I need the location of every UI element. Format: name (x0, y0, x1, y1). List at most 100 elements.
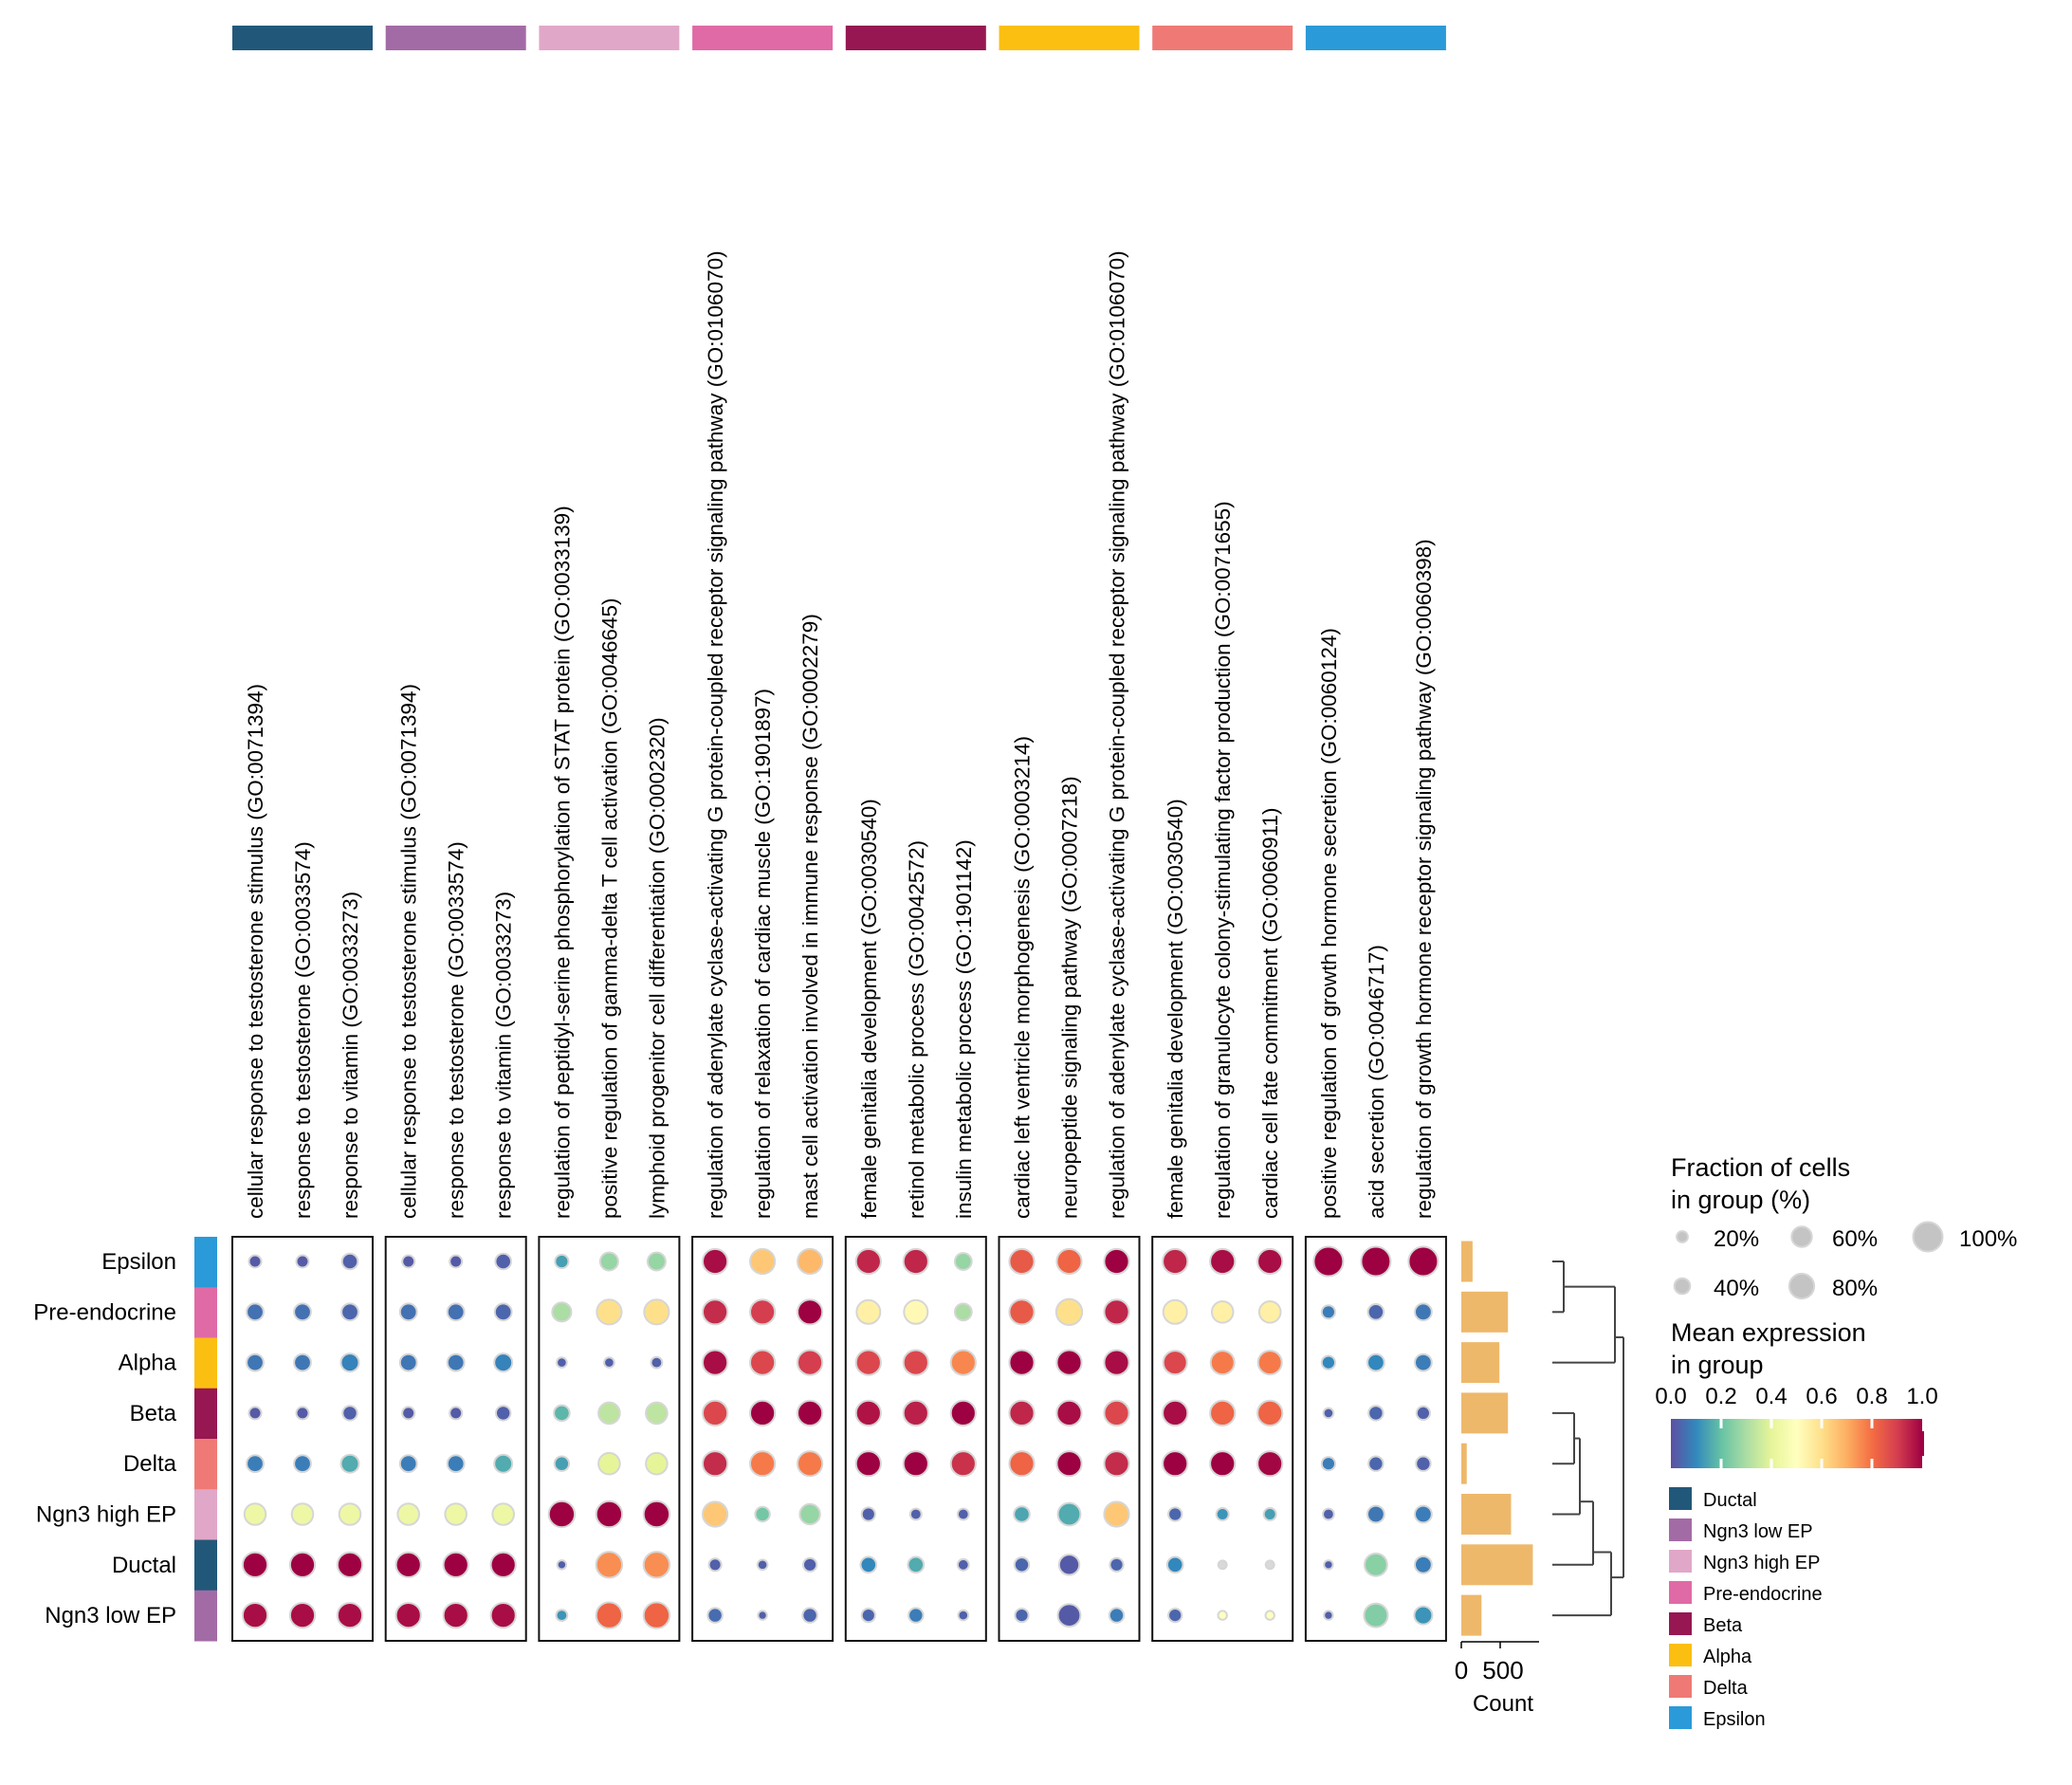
dot (801, 1607, 818, 1624)
dot (243, 1502, 267, 1526)
column-label: female genitalia development (GO:0030540… (1164, 799, 1187, 1219)
dot (547, 1500, 577, 1529)
size-legend-label: 100% (1959, 1226, 2017, 1252)
column-label: response to vitamin (GO:0033273) (492, 892, 516, 1219)
colorbar-tick-label: 0.4 (1755, 1384, 1787, 1409)
size-legend-label: 20% (1714, 1226, 1759, 1252)
dot (702, 1450, 729, 1478)
dot (1054, 1297, 1084, 1327)
colorbar-tick-label: 0.6 (1806, 1384, 1837, 1409)
count-bar (1461, 1392, 1509, 1434)
group-legend-swatch (1669, 1518, 1692, 1541)
dot (908, 1607, 925, 1624)
dot (339, 1353, 360, 1373)
dot (757, 1610, 768, 1621)
row-labels: Epsilon Pre-endocrine Alpha Beta Delta Ngn3 h… (33, 1249, 176, 1629)
dot (749, 1349, 777, 1376)
dot (1008, 1399, 1036, 1427)
column-label: cardiac cell fate commitment (GO:0060911… (1258, 807, 1282, 1219)
dot (1056, 1501, 1082, 1527)
column-label: regulation of relaxation of cardiac musc… (751, 689, 775, 1219)
row-label: Epsilon (101, 1249, 176, 1275)
group-legend-label: Delta (1703, 1678, 1749, 1699)
dot (1413, 1605, 1434, 1626)
row-label: Ductal (112, 1553, 176, 1578)
dot (645, 1451, 669, 1476)
dot (797, 1247, 824, 1276)
dot (859, 1555, 878, 1574)
dot (1103, 1349, 1130, 1376)
dot (1366, 1353, 1385, 1372)
dot (1322, 1507, 1335, 1521)
dot (953, 1252, 973, 1271)
dot (241, 1602, 269, 1629)
color-legend-title-line2: in group (1671, 1351, 1764, 1379)
panel-group-color-bars (232, 26, 1446, 50)
dot (246, 1454, 265, 1474)
dot (702, 1399, 729, 1427)
group-color-strip (194, 1237, 217, 1642)
column-label: cellular response to testosterone stimul… (397, 684, 421, 1219)
dot (1103, 1450, 1130, 1478)
dot (1322, 1407, 1335, 1420)
dot (493, 1302, 513, 1322)
group-legend-swatch (1669, 1706, 1692, 1729)
dot (1167, 1608, 1183, 1624)
dot (1013, 1556, 1031, 1573)
dot (756, 1558, 769, 1572)
panel-color-bar-3 (692, 26, 834, 50)
dot (290, 1502, 315, 1526)
dot (449, 1406, 464, 1421)
column-label: regulation of adenylate cyclase-activati… (704, 250, 727, 1219)
column-label: neuropeptide signaling pathway (GO:00072… (1058, 776, 1082, 1219)
dot (1407, 1245, 1439, 1278)
dot (860, 1506, 876, 1522)
count-bar (1461, 1443, 1467, 1484)
dot (1167, 1506, 1183, 1522)
dot (1323, 1610, 1334, 1621)
group-legend-swatch (1669, 1644, 1692, 1666)
column-label: regulation of growth hormone receptor si… (1412, 539, 1436, 1219)
dot (749, 1399, 777, 1427)
dot (706, 1607, 724, 1624)
dot (295, 1406, 310, 1421)
panel-frame-5 (998, 1236, 1141, 1642)
dot (595, 1500, 624, 1529)
dot (854, 1247, 882, 1276)
group-legend-label: Ngn3 high EP (1703, 1553, 1820, 1573)
column-label: cellular response to testosterone stimul… (244, 684, 267, 1219)
dot (595, 1601, 624, 1629)
row-label: Beta (130, 1401, 177, 1426)
dot (1217, 1610, 1228, 1621)
dot (797, 1450, 824, 1478)
dot (953, 1302, 973, 1322)
dot (1256, 1450, 1284, 1478)
column-label: female genitalia development (GO:0030540… (857, 799, 881, 1219)
dot (493, 1353, 514, 1373)
dot (295, 1254, 310, 1269)
size-legend-circle (1673, 1277, 1692, 1296)
dot (446, 1454, 466, 1474)
dot (902, 1450, 929, 1478)
dot (645, 1401, 669, 1426)
group-strip-5 (194, 1489, 217, 1540)
dot (553, 1455, 571, 1472)
dot (495, 1405, 512, 1422)
dot (1366, 1303, 1385, 1321)
dot (491, 1502, 516, 1526)
dot (1165, 1555, 1184, 1574)
dot (908, 1507, 923, 1521)
color-legend-title-line1: Mean expression (1671, 1318, 1866, 1347)
size-legend-title-line2: in group (%) (1671, 1186, 1810, 1214)
dot (336, 1602, 364, 1629)
dot (1008, 1349, 1036, 1376)
dot (1008, 1450, 1036, 1478)
size-legend-circle (1676, 1230, 1689, 1243)
dot (902, 1247, 929, 1276)
dot (1264, 1610, 1275, 1621)
dot (749, 1247, 777, 1276)
panel-color-bar-2 (539, 26, 680, 50)
panel-color-bar-1 (385, 26, 526, 50)
dot (802, 1556, 818, 1573)
count-axis-label: Count (1473, 1691, 1533, 1717)
